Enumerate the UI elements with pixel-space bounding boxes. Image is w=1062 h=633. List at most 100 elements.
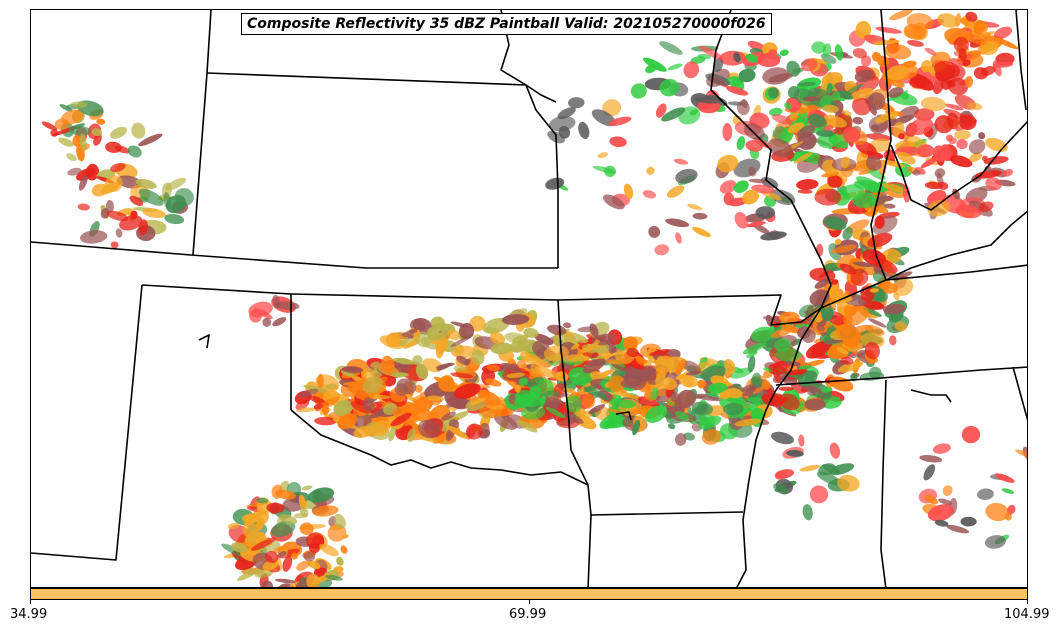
border-co-wy	[31, 241, 558, 269]
reflectivity-blob	[580, 344, 597, 353]
reflectivity-blob	[340, 369, 356, 377]
reflectivity-blob	[840, 184, 865, 201]
reflectivity-blob	[486, 364, 500, 372]
reflectivity-blob	[265, 551, 279, 563]
reflectivity-blob	[968, 139, 986, 155]
reflectivity-blob	[667, 63, 683, 71]
reflectivity-blob	[403, 339, 421, 349]
reflectivity-blob	[435, 362, 455, 369]
reflectivity-blob	[606, 408, 624, 414]
reflectivity-blob	[135, 178, 157, 189]
reflectivity-blob	[546, 393, 570, 400]
reflectivity-blob	[337, 413, 358, 430]
reflectivity-blob	[312, 505, 339, 517]
reflectivity-blob	[978, 201, 994, 213]
reflectivity-blob	[524, 351, 545, 364]
reflectivity-blob	[450, 345, 477, 359]
reflectivity-blob	[91, 128, 103, 137]
reflectivity-blob	[823, 114, 847, 128]
reflectivity-blob	[516, 419, 538, 433]
reflectivity-blob	[518, 377, 528, 386]
reflectivity-blob	[887, 87, 904, 98]
reflectivity-blob	[391, 372, 409, 378]
reflectivity-blob	[898, 133, 905, 140]
reflectivity-blob	[370, 394, 391, 400]
reflectivity-blob	[868, 318, 887, 328]
reflectivity-blob	[816, 130, 835, 137]
reflectivity-blob	[769, 189, 796, 205]
reflectivity-blob	[241, 513, 261, 523]
reflectivity-blob	[115, 228, 123, 238]
reflectivity-blob	[236, 569, 258, 581]
reflectivity-blob	[645, 405, 668, 423]
reflectivity-blob	[829, 442, 841, 459]
reflectivity-blob	[583, 358, 606, 374]
reflectivity-blob	[985, 177, 1002, 191]
reflectivity-blob	[648, 225, 661, 238]
reflectivity-blob	[164, 213, 185, 225]
reflectivity-blob	[341, 534, 349, 539]
reflectivity-blob	[852, 48, 868, 59]
reflectivity-blob	[303, 551, 316, 562]
reflectivity-blob	[416, 331, 432, 348]
reflectivity-blob	[272, 294, 281, 309]
reflectivity-blob	[919, 454, 943, 463]
reflectivity-blob	[809, 485, 829, 504]
reflectivity-blob	[616, 399, 636, 409]
reflectivity-blob	[539, 393, 547, 408]
reflectivity-blob	[893, 292, 900, 301]
reflectivity-blob	[165, 177, 187, 191]
reflectivity-blob	[127, 145, 142, 158]
reflectivity-blob	[489, 332, 505, 345]
reflectivity-blob	[692, 226, 711, 238]
reflectivity-blob	[482, 317, 510, 334]
reflectivity-blob	[130, 210, 138, 220]
reflectivity-blob	[751, 372, 761, 384]
colorbar	[30, 588, 1028, 600]
reflectivity-blob	[529, 385, 542, 400]
reflectivity-blob	[840, 356, 854, 365]
reflectivity-blob	[314, 416, 337, 426]
reflectivity-blob	[675, 359, 686, 375]
reflectivity-blob	[278, 514, 298, 525]
reflectivity-blob	[408, 329, 418, 334]
reflectivity-blob	[821, 464, 840, 474]
border-ms-al	[880, 379, 887, 587]
reflectivity-blob	[837, 361, 864, 373]
reflectivity-blob	[298, 494, 307, 510]
reflectivity-blob	[889, 335, 897, 346]
reflectivity-blob	[937, 13, 959, 28]
reflectivity-blob	[68, 125, 91, 136]
reflectivity-blob	[1006, 504, 1016, 515]
reflectivity-blob	[701, 429, 721, 445]
reflectivity-blob	[722, 123, 733, 141]
reflectivity-blob	[256, 497, 269, 504]
reflectivity-blob	[426, 395, 444, 402]
reflectivity-blob	[648, 349, 671, 356]
border-ga	[1012, 366, 1027, 421]
reflectivity-blob	[665, 218, 690, 228]
border-il-in	[870, 10, 892, 281]
reflectivity-blob	[414, 384, 423, 393]
reflectivity-blob	[138, 219, 148, 236]
reflectivity-blob	[430, 316, 446, 330]
reflectivity-blob	[620, 379, 639, 389]
reflectivity-blob	[342, 366, 363, 374]
reflectivity-blob	[860, 332, 885, 349]
reflectivity-blob	[802, 504, 813, 521]
reflectivity-blob	[864, 324, 885, 336]
reflectivity-blob	[317, 373, 324, 388]
reflectivity-blob	[830, 279, 839, 285]
reflectivity-blob	[602, 194, 625, 210]
reflectivity-blob	[932, 443, 951, 454]
reflectivity-blob	[534, 333, 554, 345]
reflectivity-blob	[91, 183, 109, 197]
reflectivity-blob	[96, 118, 106, 125]
reflectivity-blob	[273, 545, 287, 554]
reflectivity-blob	[255, 518, 264, 532]
reflectivity-blob	[797, 82, 816, 87]
reflectivity-blob	[679, 374, 699, 388]
reflectivity-blob	[654, 244, 670, 256]
reflectivity-blob	[809, 289, 830, 306]
reflectivity-blob	[724, 359, 736, 374]
